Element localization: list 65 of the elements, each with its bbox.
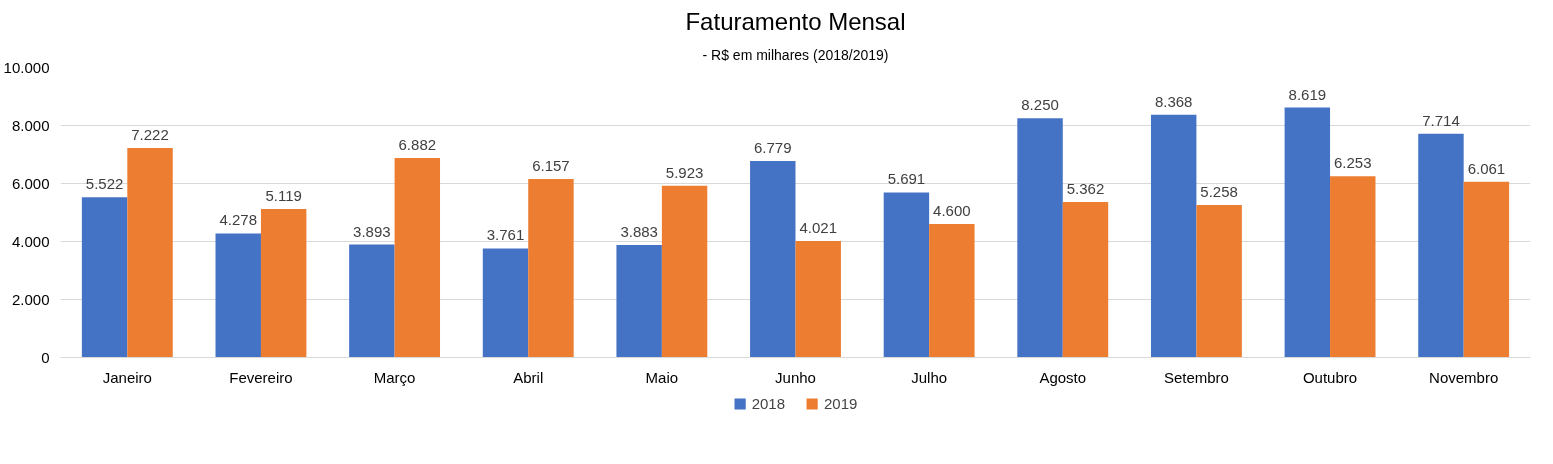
x-tick-label: Abril (513, 368, 544, 386)
data-label: 4.600 (933, 202, 971, 220)
bar (1150, 114, 1197, 358)
x-tick-label: Março (373, 368, 416, 386)
y-tick-label: 2.000 (11, 290, 50, 308)
data-label: 3.893 (353, 222, 391, 240)
bar (81, 197, 128, 358)
data-label: 5.691 (887, 170, 926, 188)
x-tick-label: Julho (911, 368, 948, 386)
bar (1062, 202, 1109, 358)
bar (929, 224, 975, 358)
data-label: 8.368 (1154, 92, 1193, 110)
data-label: 4.278 (219, 211, 258, 229)
data-label: 3.883 (620, 222, 658, 240)
data-label: 5.522 (85, 175, 124, 193)
data-label: 5.923 (665, 163, 704, 181)
data-label: 6.253 (1334, 154, 1372, 172)
x-tick-label: Novembro (1429, 368, 1499, 386)
bar (1330, 176, 1376, 358)
y-tick-label: 0 (41, 348, 50, 366)
bar (750, 160, 796, 358)
y-tick-label: 6.000 (11, 174, 50, 192)
bar (215, 233, 261, 358)
data-label: 5.258 (1200, 183, 1238, 201)
data-label: 6.882 (398, 135, 437, 153)
x-tick-label: Junho (775, 368, 816, 386)
data-label: 8.619 (1288, 85, 1327, 103)
data-label: 6.157 (532, 156, 570, 174)
x-tick-label: Setembro (1163, 368, 1229, 386)
bar (883, 192, 930, 358)
bar (528, 178, 574, 358)
x-tick-label: Agosto (1039, 368, 1087, 386)
bar (394, 157, 441, 358)
legend-label: 2018 (751, 394, 785, 412)
bar (795, 240, 841, 358)
data-label: 6.779 (754, 138, 792, 156)
bar (349, 244, 395, 358)
data-label: 4.021 (799, 218, 837, 236)
x-tick-label: Maio (645, 368, 679, 386)
data-label: 3.761 (486, 226, 525, 244)
bar (661, 185, 708, 358)
data-label: 8.250 (1021, 96, 1059, 114)
x-tick-label: Janeiro (102, 368, 152, 386)
bar (1418, 133, 1464, 358)
y-tick-label: 4.000 (11, 232, 50, 250)
bar (482, 248, 529, 358)
x-tick-label: Outubro (1302, 368, 1358, 386)
y-tick-label: 10.000 (3, 58, 50, 76)
legend-label: 2019 (824, 394, 858, 412)
bar (1196, 205, 1242, 358)
data-label: 6.061 (1467, 159, 1506, 177)
data-label: 5.362 (1066, 180, 1105, 197)
bar (127, 148, 173, 358)
bar (260, 209, 307, 358)
data-label: 7.222 (131, 126, 169, 144)
chart-subtitle: - R$ em milhares (2018/2019) (702, 46, 889, 63)
y-tick-label: 8.000 (11, 116, 50, 134)
x-tick-label: Fevereiro (229, 368, 293, 386)
data-label: 5.119 (265, 187, 302, 205)
bar (616, 244, 662, 358)
bar (1284, 107, 1331, 358)
chart-title: Faturamento Mensal (685, 7, 906, 35)
data-label: 7.714 (1422, 111, 1460, 129)
bar (1463, 181, 1510, 358)
bar (1017, 118, 1063, 358)
